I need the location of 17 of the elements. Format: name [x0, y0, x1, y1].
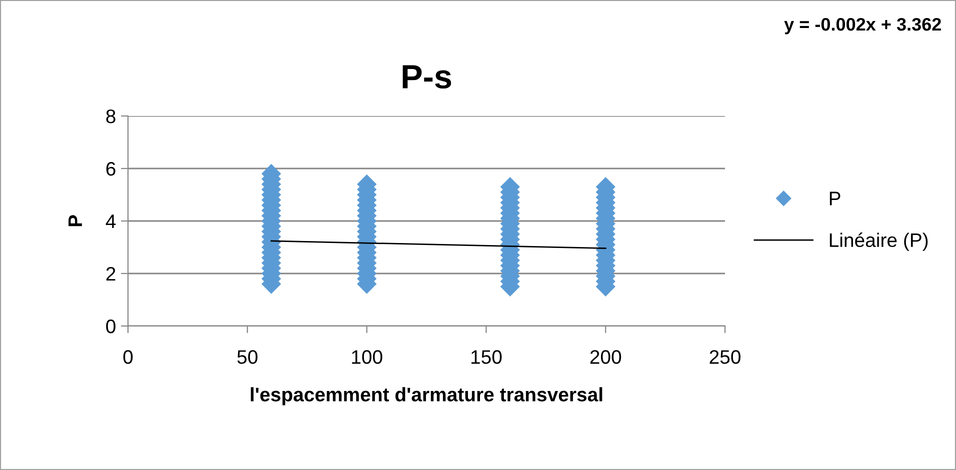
x-tick-label: 0	[123, 350, 133, 364]
y-tick-label: 6	[106, 162, 116, 176]
chart-title: P-s	[402, 65, 452, 89]
x-axis-title: l'espacemment d'armature transversal	[250, 387, 602, 406]
x-tick-label: 150	[471, 350, 502, 364]
x-tick-label: 250	[710, 350, 740, 364]
x-tick-label: 100	[352, 350, 382, 364]
y-axis-title: P	[68, 215, 82, 226]
y-tick-label: 8	[106, 109, 116, 124]
x-tick-label: 50	[237, 350, 258, 364]
legend-label: Linéaire (P)	[830, 232, 928, 251]
y-tick-label: 2	[106, 266, 116, 281]
y-tick-label: 4	[106, 214, 116, 228]
y-tick-label: 0	[106, 319, 116, 334]
text: y = -0.002x + 3.362	[784, 18, 941, 34]
x-tick-label: 200	[590, 350, 622, 364]
legend-label: P	[830, 192, 840, 206]
